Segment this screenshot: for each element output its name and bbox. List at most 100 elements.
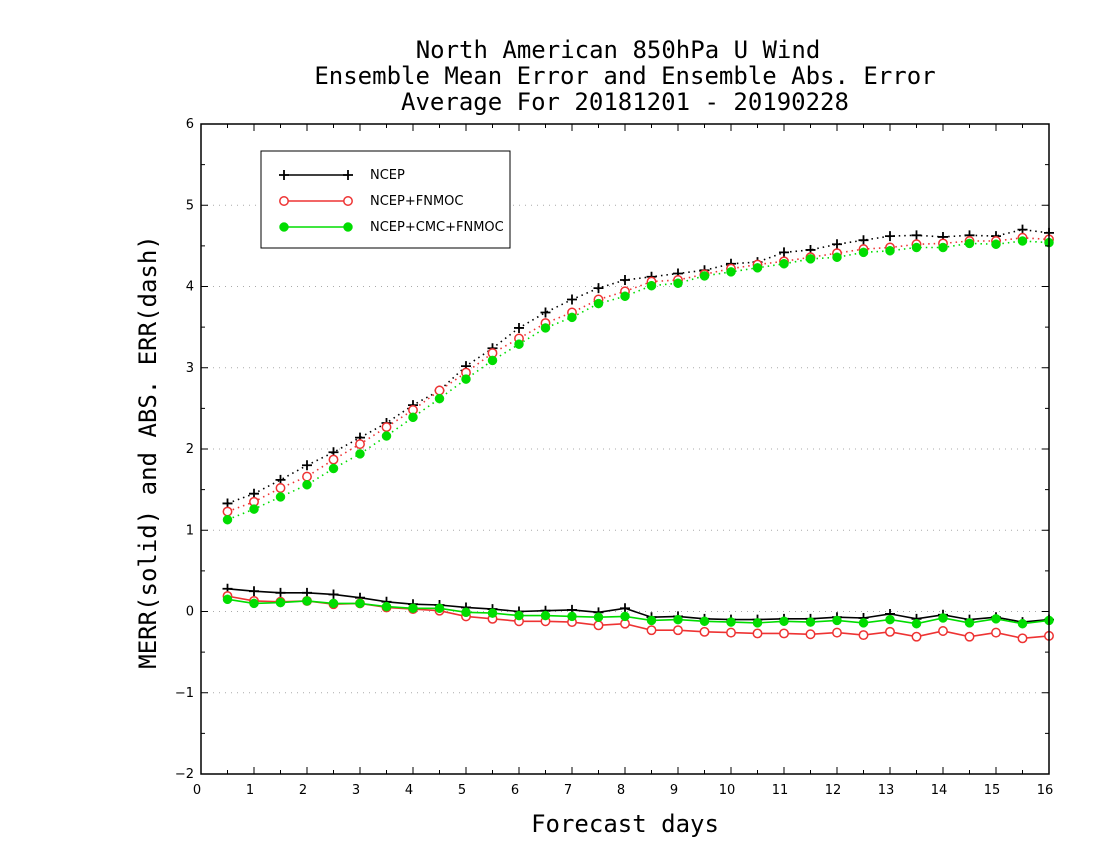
y-tick-label: 3 [186, 361, 194, 376]
data-point [434, 385, 445, 396]
x-tick-label: 6 [511, 783, 519, 798]
data-point [620, 603, 630, 614]
title-line-1: North American 850hPa U Wind [416, 36, 821, 64]
data-point [620, 275, 630, 285]
data-point [885, 614, 895, 625]
data-point [964, 238, 975, 249]
data-point [461, 374, 471, 384]
data-point [434, 393, 445, 404]
data-point [911, 242, 922, 253]
data-point [381, 422, 392, 433]
data-point [328, 463, 339, 474]
series-group [222, 232, 1054, 644]
data-point [249, 598, 259, 609]
data-point [779, 616, 789, 626]
x-tick-label: 9 [670, 783, 678, 798]
data-point [964, 618, 975, 628]
data-point [343, 170, 353, 180]
y-tick-label: 6 [186, 117, 194, 132]
data-point [222, 506, 233, 517]
data-point [593, 620, 604, 631]
data-point [355, 449, 365, 459]
x-tick-label: 8 [617, 783, 625, 798]
data-point [646, 280, 657, 291]
data-point [514, 322, 524, 333]
data-point [699, 616, 710, 626]
data-point [593, 612, 604, 622]
data-point [540, 610, 551, 621]
data-point [779, 628, 789, 639]
x-tick-label: 15 [984, 783, 1001, 798]
x-tick-label: 5 [458, 783, 466, 798]
data-point [673, 625, 683, 636]
data-point [275, 483, 286, 493]
data-point [328, 589, 339, 600]
data-point [911, 230, 922, 241]
series-line-abs-error [227, 228, 1050, 505]
data-point [343, 222, 353, 232]
legend-box [260, 150, 511, 249]
data-point [964, 631, 975, 642]
x-tick-label: 13 [878, 783, 895, 798]
data-point [514, 610, 524, 621]
data-point [222, 594, 233, 605]
data-point [911, 618, 922, 629]
y-tick-label: −2 [175, 767, 194, 782]
series-group [222, 224, 1054, 628]
data-point [355, 439, 365, 450]
data-point [832, 615, 842, 626]
data-point [752, 618, 763, 628]
data-point [991, 627, 1001, 638]
legend-label: NCEP+FNMOC [370, 194, 463, 209]
data-point [279, 170, 289, 180]
data-point [275, 492, 286, 502]
data-point [567, 611, 577, 622]
data-point [434, 603, 445, 613]
x-tick-label: 1 [246, 783, 254, 798]
series-line-abs-error [227, 240, 1050, 521]
data-point [1017, 236, 1028, 246]
plot-series [222, 224, 1054, 644]
data-point [275, 597, 286, 608]
y-tick-label: 5 [186, 198, 194, 213]
data-point [646, 625, 657, 636]
data-point [381, 601, 392, 612]
data-point [726, 267, 736, 277]
data-point [752, 628, 763, 639]
data-point [620, 611, 630, 622]
data-point [249, 586, 259, 597]
data-point [408, 603, 418, 613]
data-point [381, 431, 392, 441]
data-point [779, 247, 789, 258]
series-line-mean-error [227, 598, 1050, 625]
y-tick-label: 2 [186, 442, 194, 457]
data-point [858, 630, 869, 641]
data-point [858, 235, 869, 246]
data-point [673, 614, 683, 625]
data-point [275, 587, 286, 598]
legend-label: NCEP [370, 168, 405, 183]
data-point [991, 614, 1001, 624]
y-tick-label: −1 [175, 686, 194, 701]
data-point [805, 254, 816, 264]
data-point [805, 629, 816, 640]
data-point [726, 617, 736, 627]
data-point [673, 278, 683, 288]
data-point [328, 598, 339, 609]
data-point [779, 259, 789, 269]
x-tick-label: 0 [193, 783, 201, 798]
y-tick-label: 4 [186, 280, 194, 295]
series-line-abs-error [227, 236, 1050, 513]
data-point [343, 196, 353, 206]
x-tick-label: 2 [299, 783, 307, 798]
data-point [699, 271, 710, 281]
legend-label: NCEP+CMC+FNMOC [370, 220, 504, 235]
x-tick-label: 4 [405, 783, 413, 798]
data-point [938, 242, 948, 253]
series-line-mean-error [227, 588, 1050, 623]
data-point [302, 596, 312, 606]
data-point [885, 246, 895, 256]
data-point [514, 339, 524, 349]
data-point [567, 312, 577, 323]
